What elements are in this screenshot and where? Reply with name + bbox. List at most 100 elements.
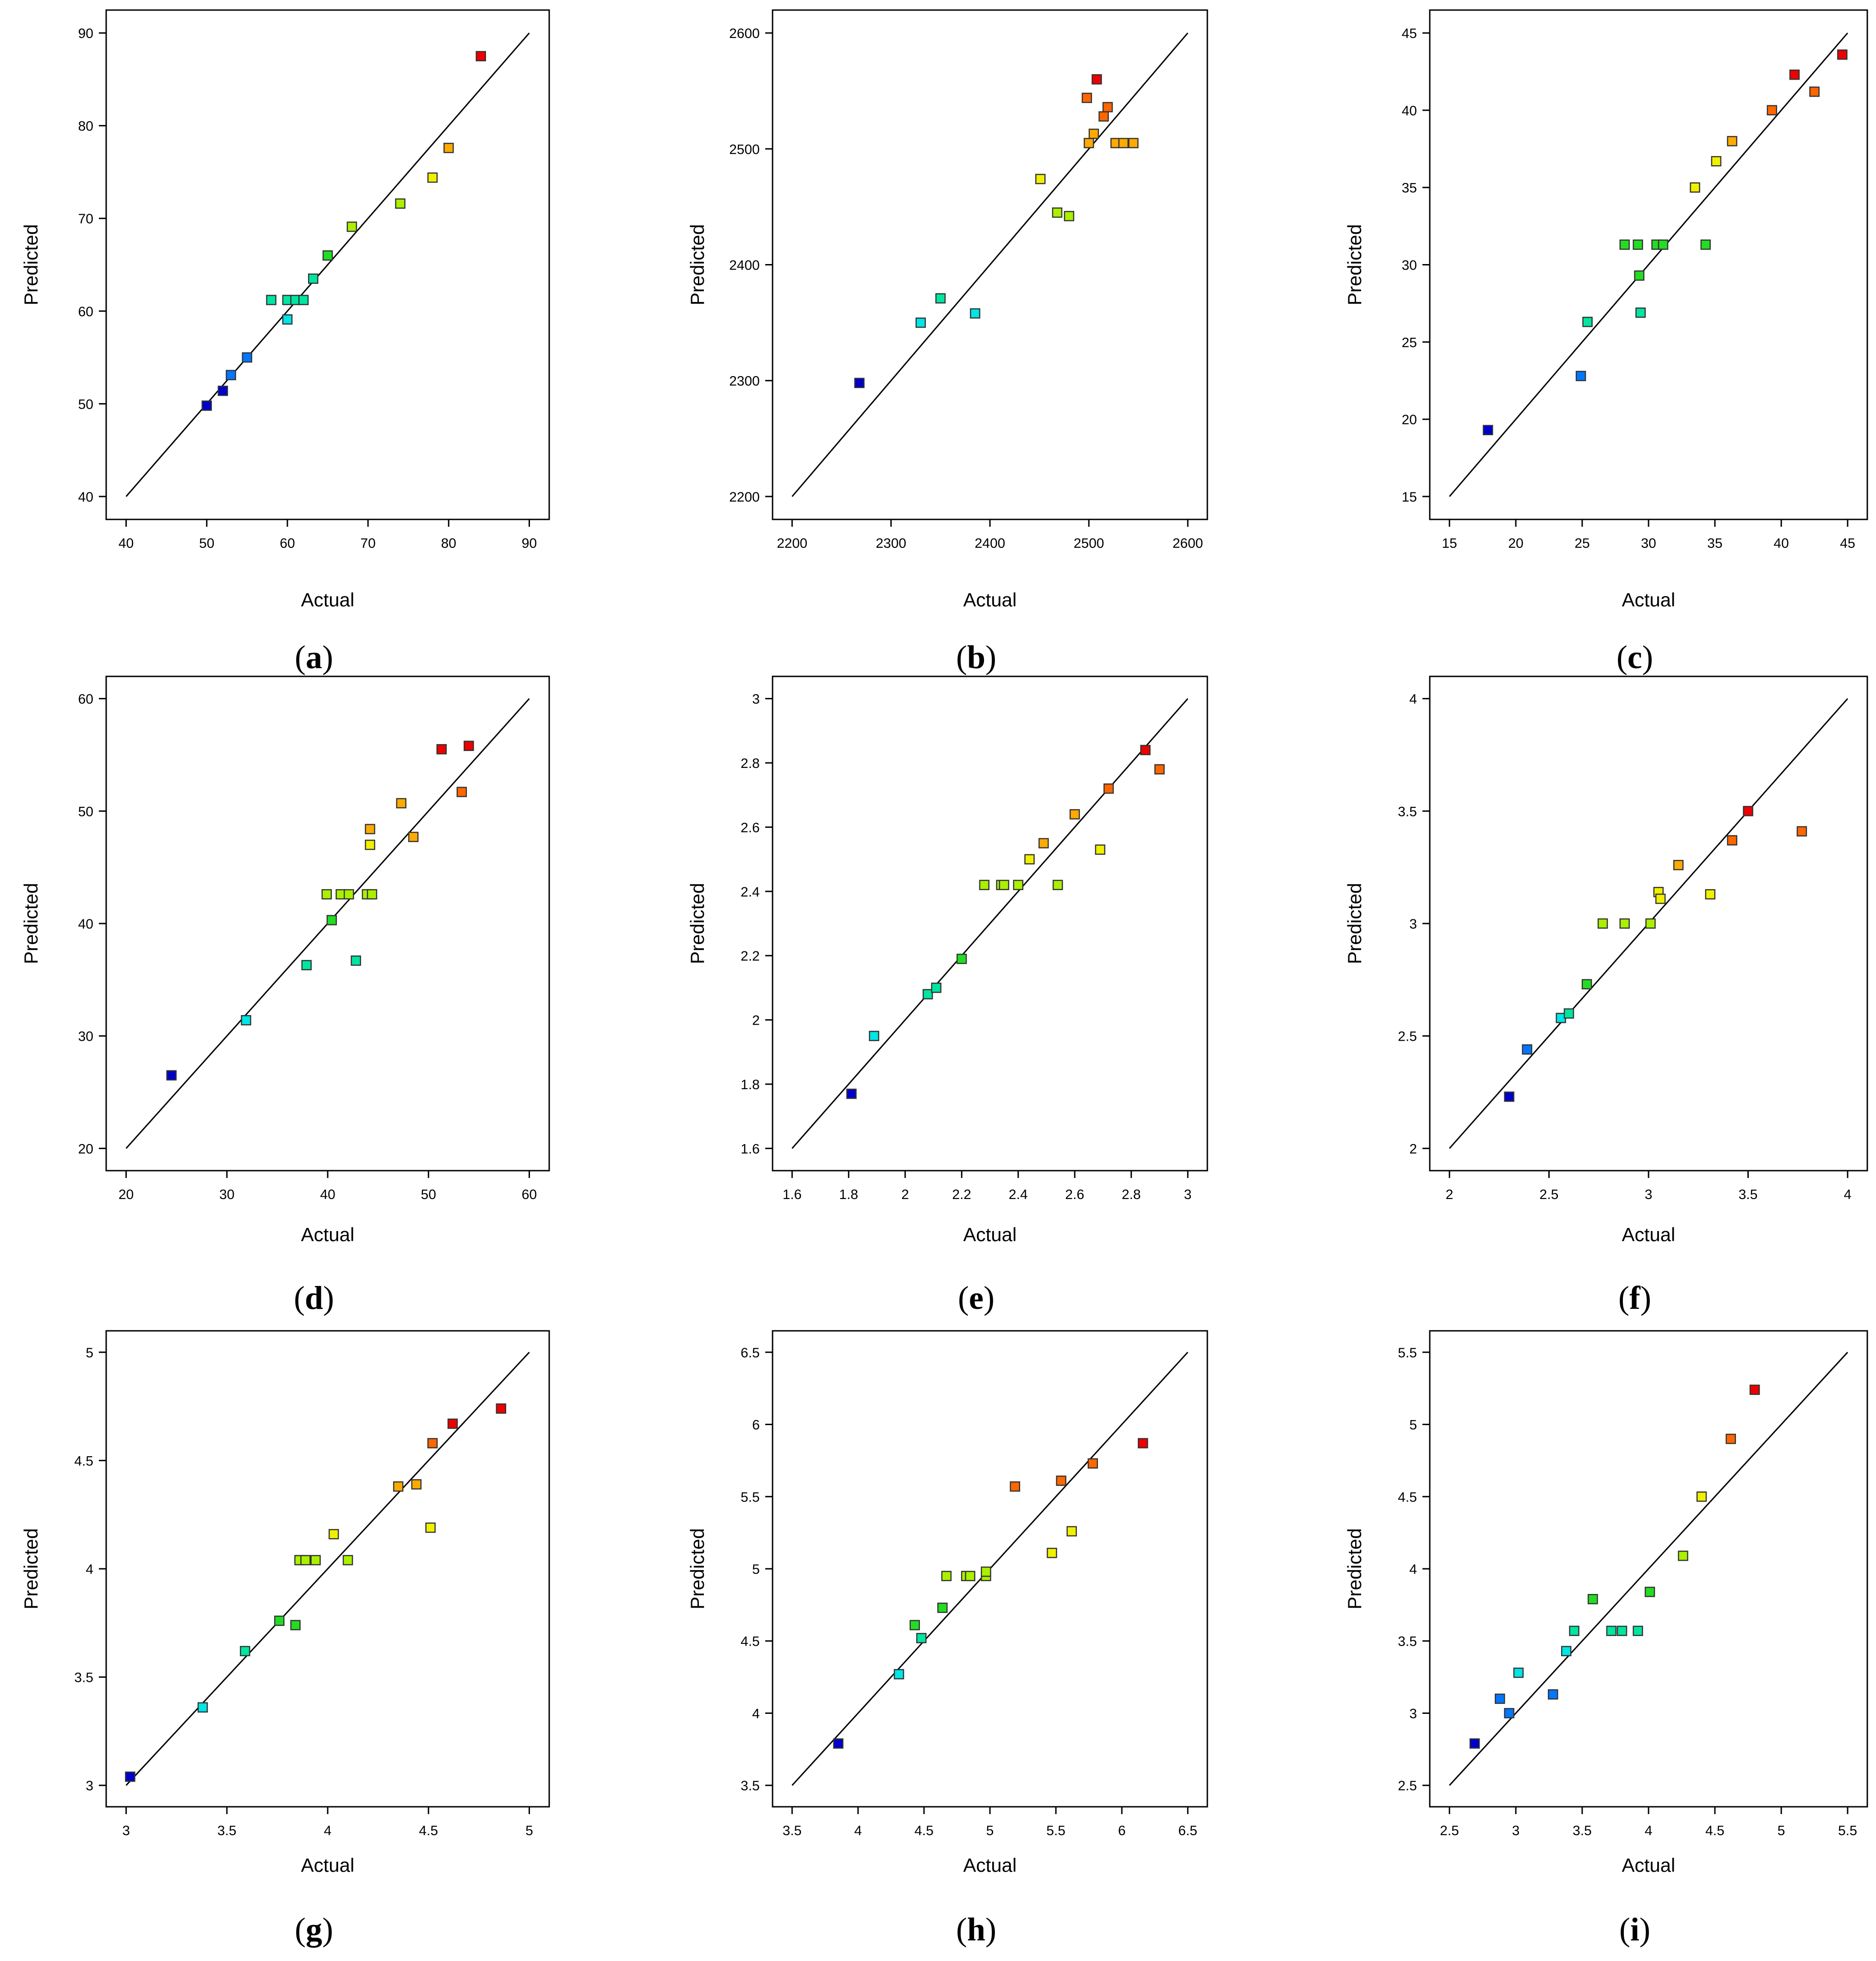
y-tick-label: 5 [1409, 1418, 1417, 1433]
data-point [290, 1620, 301, 1631]
data-point [1635, 307, 1646, 318]
x-tick-label: 30 [219, 1187, 234, 1202]
x-tick-label: 2 [901, 1187, 909, 1202]
x-tick-label: 15 [1442, 536, 1457, 551]
panel-label: (f) [1618, 1280, 1651, 1316]
data-point [1083, 138, 1094, 148]
data-point [1673, 859, 1684, 870]
y-tick-label: 6.5 [741, 1345, 760, 1361]
data-point [447, 1418, 458, 1429]
x-tick-label: 1.8 [839, 1187, 858, 1202]
data-point [301, 960, 312, 971]
data-point [869, 1031, 880, 1041]
panel-label: (a) [295, 639, 333, 675]
x-tick-label: 4 [1645, 1823, 1653, 1838]
data-point [1789, 69, 1800, 80]
y-tick-label: 60 [78, 304, 93, 319]
data-point [1809, 86, 1820, 97]
data-point [1081, 92, 1092, 103]
data-point [427, 1438, 438, 1448]
data-point [351, 955, 361, 966]
y-tick-label: 6 [752, 1418, 760, 1433]
chart-panel-i: 2.5 3 3.5 4 4.5 5 5.5 2.5 3 3.5 4 4.5 5 5.5 Actual Pred… [1344, 1330, 1868, 1948]
x-tick-label: 5 [986, 1823, 994, 1838]
x-tick-label: 2400 [975, 536, 1006, 551]
y-tick-label: 2 [1409, 1141, 1417, 1156]
data-point [1522, 1044, 1532, 1055]
data-point [1575, 371, 1586, 381]
y-tick-label: 3.5 [1398, 1634, 1417, 1649]
x-tick-label: 5.5 [1046, 1823, 1065, 1838]
data-point [343, 889, 354, 900]
data-point [1102, 102, 1113, 113]
data-point [979, 880, 989, 891]
data-point [1711, 156, 1722, 167]
data-point [443, 143, 454, 153]
y-tick-label: 2 [752, 1013, 760, 1028]
y-tick-label: 4.5 [741, 1634, 760, 1649]
data-point [833, 1738, 843, 1749]
x-tick-label: 3 [1512, 1823, 1520, 1838]
y-tick-label: 35 [1402, 181, 1417, 196]
y-tick-label: 1.8 [741, 1077, 760, 1092]
x-tick-label: 5.5 [1838, 1823, 1857, 1838]
x-tick-label: 40 [320, 1187, 335, 1202]
data-point [922, 989, 933, 999]
data-point [1690, 182, 1700, 193]
x-tick-label: 60 [522, 1187, 537, 1202]
y-tick-label: 50 [78, 804, 93, 819]
x-tick-label: 50 [199, 536, 214, 551]
x-tick-label: 4 [324, 1823, 332, 1838]
x-tick-label: 35 [1707, 536, 1722, 551]
data-point [411, 1479, 422, 1490]
x-tick-label: 45 [1840, 536, 1855, 551]
data-point [1634, 270, 1644, 281]
x-axis-label: Actual [1622, 589, 1676, 610]
y-tick-label: 30 [78, 1029, 93, 1044]
data-point [1504, 1708, 1514, 1718]
data-point [1696, 1491, 1707, 1502]
x-tick-label: 2600 [1173, 536, 1203, 551]
y-tick-label: 2.5 [1398, 1029, 1417, 1044]
fit-line [125, 32, 530, 497]
y-tick-label: 3.5 [1398, 804, 1417, 819]
data-point [425, 1522, 436, 1533]
y-tick-label: 20 [78, 1141, 93, 1156]
y-tick-label: 3 [86, 1778, 93, 1794]
data-point [395, 198, 405, 209]
x-axis-label: Actual [301, 589, 355, 610]
data-point [476, 51, 486, 61]
data-point [240, 1646, 250, 1657]
data-point [1035, 173, 1046, 184]
x-tick-label: 2500 [1074, 536, 1104, 551]
data-point [1767, 105, 1777, 116]
chart-panel-a: 40 50 60 70 80 90 40 50 60 70 80 90 Actual Predicted (… [20, 9, 550, 675]
data-point [1070, 809, 1080, 820]
y-tick-label: 4 [752, 1706, 760, 1721]
x-tick-label: 70 [360, 536, 375, 551]
data-point [396, 798, 407, 809]
y-tick-label: 5 [752, 1562, 760, 1577]
x-tick-label: 40 [119, 536, 134, 551]
data-point [328, 1529, 339, 1540]
x-axis-label: Actual [1622, 1224, 1676, 1245]
data-point [957, 953, 967, 964]
y-tick-label: 80 [78, 119, 93, 134]
data-point [1047, 1548, 1057, 1558]
y-axis-label: Predicted [20, 883, 42, 964]
data-point [321, 889, 332, 900]
y-tick-label: 90 [78, 26, 93, 41]
y-tick-label: 5.5 [741, 1490, 760, 1505]
data-point [1655, 893, 1666, 904]
x-tick-label: 4 [854, 1823, 862, 1838]
y-tick-label: 25 [1402, 335, 1417, 350]
x-tick-label: 3 [1184, 1187, 1192, 1202]
x-axis-label: Actual [301, 1854, 355, 1876]
data-point [310, 1555, 321, 1566]
x-tick-label: 2.4 [1009, 1187, 1028, 1202]
y-tick-label: 2.8 [741, 756, 760, 771]
x-tick-label: 20 [1508, 536, 1523, 551]
data-point [266, 295, 276, 305]
data-point [197, 1702, 208, 1713]
